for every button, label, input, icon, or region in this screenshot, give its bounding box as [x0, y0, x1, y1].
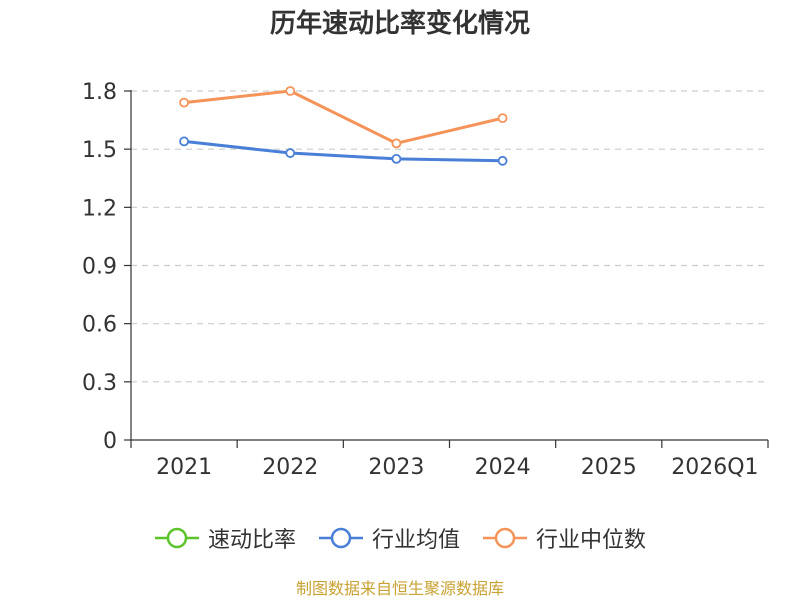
series-line-1: [183, 139, 503, 163]
y-tick-label-1: 0.3: [82, 371, 117, 396]
legend-item-industry-mean[interactable]: 行业均值: [318, 522, 460, 554]
data-point-s1-1[interactable]: [285, 148, 296, 158]
legend-label-industry-mean: 行业均值: [371, 528, 460, 553]
data-point-s2-1[interactable]: [285, 86, 296, 96]
legend-item-industry-median[interactable]: 行业中位数: [482, 522, 646, 554]
legend-swatch-industry-median-icon: [483, 527, 527, 549]
legend-swatch-industry-mean-icon: [318, 527, 363, 549]
series-line-2: [183, 89, 503, 145]
legend-label-quick-ratio: 速动比率: [207, 528, 296, 553]
x-tick-label-5: 2026Q1: [671, 455, 758, 480]
y-tick-label-4: 1.2: [82, 196, 117, 221]
axis-layer: 0 0.3 0.6 0.9 1.2 1.5 1.8 2021 2022 2023 2024 2025 2…: [82, 80, 769, 480]
x-tick-label-3: 2024: [475, 455, 531, 480]
x-tick-label-4: 2025: [581, 455, 637, 480]
series-layer: [179, 86, 508, 166]
legend-swatch-quick-ratio-icon: [154, 527, 199, 549]
data-point-s1-2[interactable]: [391, 153, 402, 164]
data-point-s1-3[interactable]: [497, 155, 508, 166]
y-tick-label-3: 0.9: [82, 255, 117, 280]
data-point-s2-0[interactable]: [179, 97, 189, 108]
data-point-s2-2[interactable]: [391, 138, 402, 149]
x-tick-label-2: 2023: [368, 455, 424, 480]
y-tick-label-6: 1.8: [82, 80, 117, 105]
y-tick-label-0: 0: [103, 429, 117, 454]
chart-title: 历年速动比率变化情况: [269, 9, 530, 39]
y-tick-label-2: 0.6: [82, 313, 117, 338]
legend-item-quick-ratio[interactable]: 速动比率: [154, 522, 296, 554]
x-tick-label-1: 2022: [262, 455, 318, 480]
x-tick-label-0: 2021: [156, 455, 212, 480]
y-tick-label-5: 1.5: [82, 138, 117, 163]
legend: 速动比率 行业均值 行业中位数: [0, 518, 800, 558]
source-note: 制图数据来自恒生聚源数据库: [295, 579, 504, 598]
grid-layer: [131, 90, 768, 383]
data-point-s1-0[interactable]: [179, 136, 189, 147]
legend-label-industry-median: 行业中位数: [536, 528, 647, 553]
data-point-s2-3[interactable]: [497, 113, 508, 124]
